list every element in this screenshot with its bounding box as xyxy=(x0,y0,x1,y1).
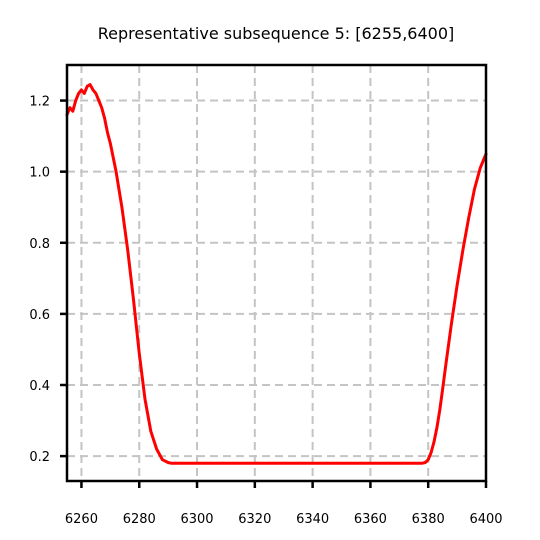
y-tick-label: 0.4 xyxy=(29,379,50,394)
x-tick-label: 6320 xyxy=(238,512,271,527)
x-tick-label: 6340 xyxy=(296,512,329,527)
x-tick-label: 6280 xyxy=(123,512,156,527)
x-tick-label: 6260 xyxy=(65,512,98,527)
chart-title: Representative subsequence 5: [6255,6400… xyxy=(98,24,454,43)
axis-ticks: 6260 6280 6300 6320 6340 6360 6380 6400 0.2 0.4 0.… xyxy=(29,95,502,527)
plot-frame xyxy=(65,63,488,483)
series-line xyxy=(65,83,488,465)
y-tick-label: 0.6 xyxy=(29,308,50,323)
y-tick-label: 1.0 xyxy=(29,166,50,181)
series-layer xyxy=(65,83,488,465)
x-tick-label: 6400 xyxy=(469,512,502,527)
y-tick-label: 1.2 xyxy=(29,95,50,110)
x-tick-label: 6380 xyxy=(412,512,445,527)
y-tick-label: 0.2 xyxy=(29,450,50,465)
x-tick-label: 6300 xyxy=(180,512,213,527)
y-tick-label: 0.8 xyxy=(29,237,50,252)
x-tick-label: 6360 xyxy=(354,512,387,527)
